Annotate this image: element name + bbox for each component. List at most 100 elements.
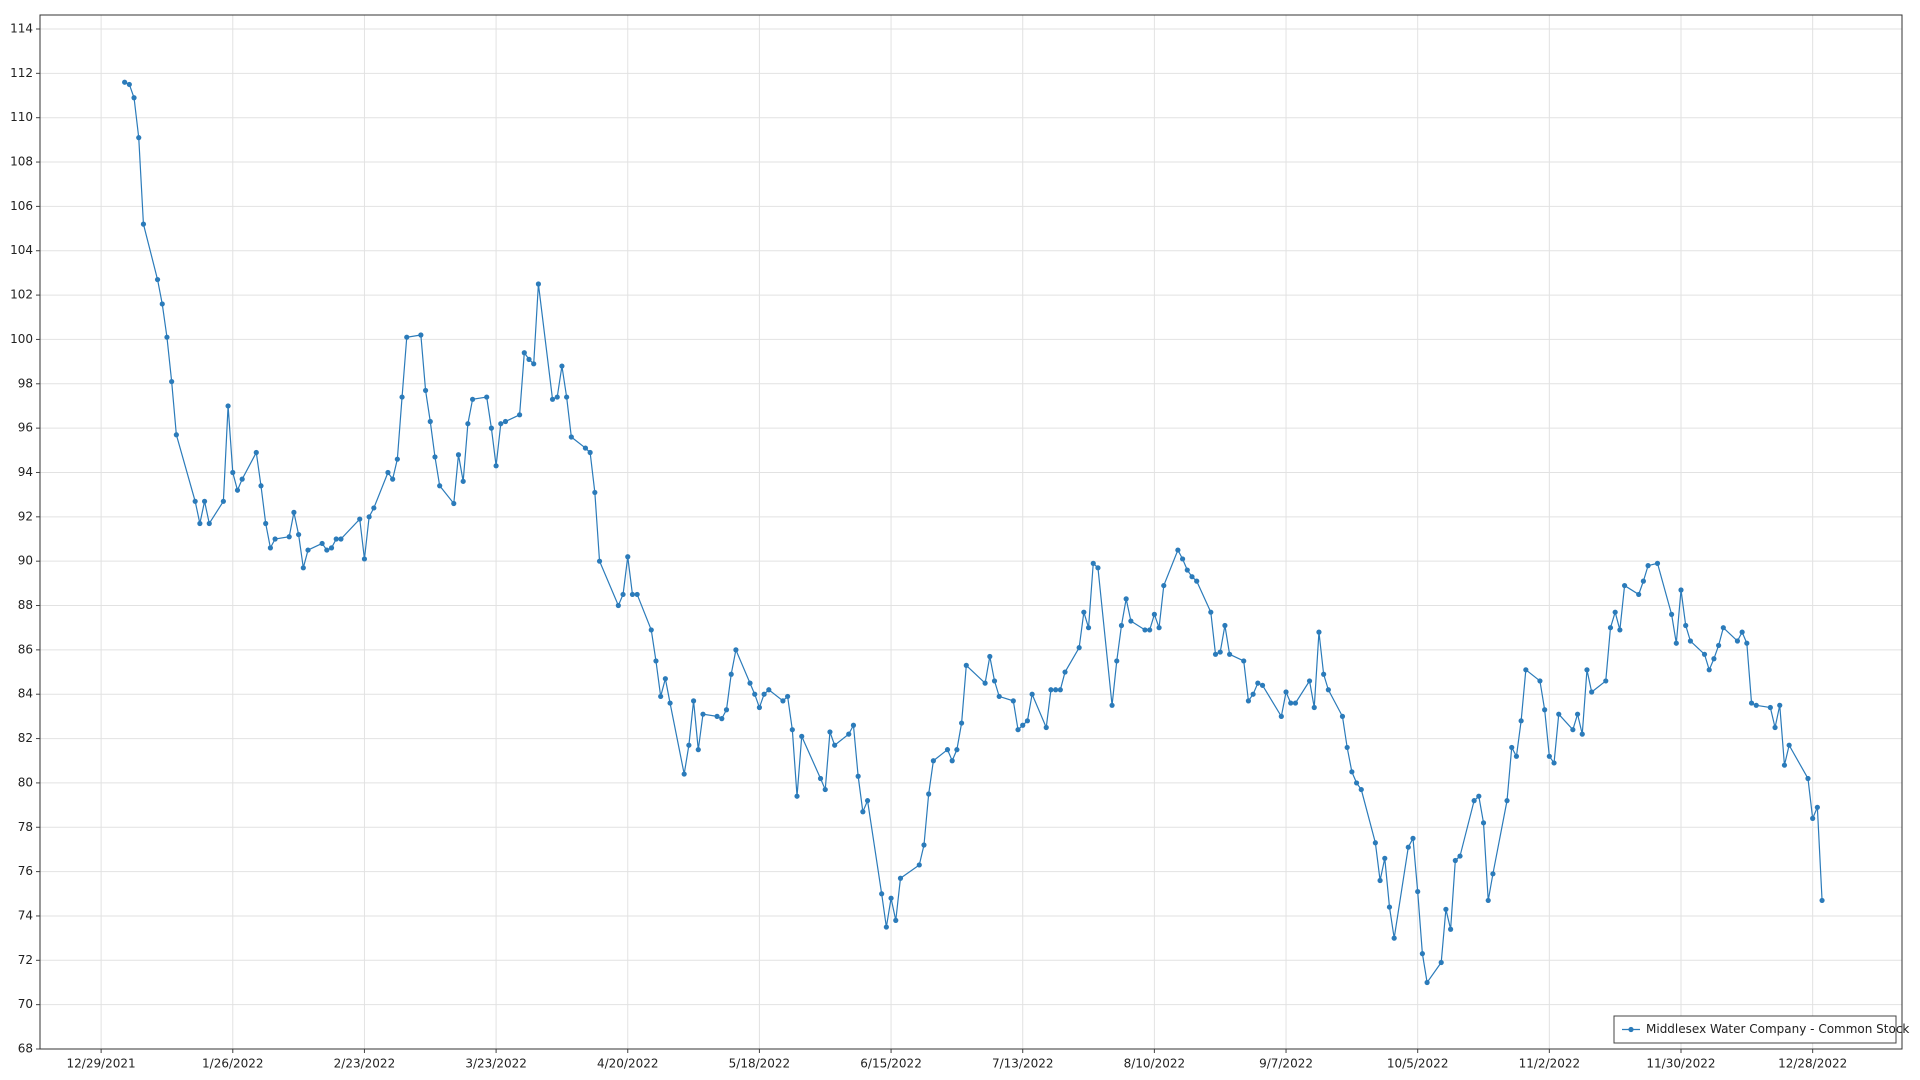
data-point xyxy=(1142,627,1148,633)
data-point xyxy=(1372,840,1378,846)
data-point xyxy=(1405,844,1411,850)
data-point xyxy=(1424,979,1430,986)
data-point xyxy=(455,452,462,458)
data-point xyxy=(136,135,142,141)
data-point xyxy=(460,478,466,484)
data-point xyxy=(1589,689,1595,695)
data-point xyxy=(1325,687,1331,693)
data-point xyxy=(1250,691,1256,697)
x-tick-label: 11/2/2022 xyxy=(1519,1057,1581,1071)
data-point xyxy=(1781,762,1788,768)
data-point xyxy=(1748,700,1755,706)
data-point xyxy=(996,693,1002,700)
data-point xyxy=(1452,857,1458,864)
y-tick-label: 102 xyxy=(10,288,33,302)
data-point xyxy=(319,540,325,547)
y-tick-label: 112 xyxy=(10,66,33,80)
data-point xyxy=(1184,567,1190,573)
data-point xyxy=(432,454,438,460)
data-point xyxy=(733,647,739,653)
data-point xyxy=(1015,727,1021,733)
data-point xyxy=(1311,704,1317,711)
data-point xyxy=(1358,786,1364,793)
data-point xyxy=(267,545,273,551)
data-point xyxy=(169,378,175,385)
data-point xyxy=(930,758,936,764)
data-point xyxy=(1010,698,1016,704)
data-point xyxy=(596,558,603,564)
x-tick-label: 11/30/2022 xyxy=(1646,1057,1715,1071)
legend-box xyxy=(1613,1015,1897,1044)
data-point xyxy=(629,591,636,598)
data-point xyxy=(1048,687,1054,693)
data-point xyxy=(1551,760,1557,766)
data-point xyxy=(1542,707,1548,713)
data-point xyxy=(1810,815,1816,821)
data-point xyxy=(1241,658,1247,664)
data-point xyxy=(850,722,857,728)
data-point xyxy=(1603,678,1609,684)
data-point xyxy=(333,536,339,542)
data-point xyxy=(1109,702,1115,708)
data-point xyxy=(958,720,965,726)
data-point xyxy=(799,733,805,739)
x-tick-label: 2/23/2022 xyxy=(334,1057,396,1071)
data-point xyxy=(982,680,988,686)
data-point xyxy=(1085,625,1092,631)
data-point xyxy=(427,418,433,425)
data-point xyxy=(394,456,400,462)
data-point xyxy=(390,476,396,482)
series-line xyxy=(124,81,1823,985)
data-point xyxy=(714,713,720,719)
data-point xyxy=(531,361,537,367)
data-point xyxy=(272,536,278,542)
data-point xyxy=(756,704,763,711)
data-point xyxy=(1255,680,1261,686)
data-point xyxy=(154,276,161,283)
data-point xyxy=(286,534,292,540)
data-point xyxy=(1448,926,1454,932)
data-point xyxy=(1579,731,1585,737)
data-point xyxy=(662,676,668,682)
data-point xyxy=(488,425,494,431)
data-point xyxy=(131,95,137,101)
data-point xyxy=(1053,687,1059,693)
data-point xyxy=(517,412,523,418)
data-point xyxy=(469,396,476,402)
data-point xyxy=(879,891,885,897)
data-point xyxy=(855,773,861,779)
data-point xyxy=(1382,855,1388,861)
legend-marker xyxy=(1628,1026,1634,1033)
data-point xyxy=(1772,724,1778,731)
data-point xyxy=(1805,775,1811,782)
data-point xyxy=(789,727,795,733)
data-point xyxy=(1457,853,1463,859)
y-tick-label: 104 xyxy=(10,243,33,257)
data-point xyxy=(625,554,631,560)
data-point xyxy=(883,924,889,930)
data-point xyxy=(521,350,527,356)
data-point xyxy=(1283,689,1289,695)
data-point xyxy=(1217,649,1223,655)
data-point xyxy=(1814,804,1820,810)
data-point xyxy=(667,700,673,706)
data-point xyxy=(1095,565,1101,571)
data-point xyxy=(1259,682,1266,688)
data-point xyxy=(1194,578,1200,584)
y-tick-label: 68 xyxy=(18,1042,33,1056)
data-point xyxy=(1556,711,1562,717)
data-point xyxy=(1471,798,1477,804)
data-point xyxy=(1020,722,1026,728)
data-point xyxy=(860,809,866,815)
data-point xyxy=(1114,658,1120,664)
data-point xyxy=(451,500,457,507)
data-point xyxy=(1118,622,1125,629)
data-point xyxy=(1292,700,1299,706)
data-point xyxy=(1706,667,1712,673)
data-point xyxy=(296,531,302,538)
data-point xyxy=(1212,651,1219,657)
data-point xyxy=(1278,713,1284,719)
data-point xyxy=(1024,718,1031,724)
x-tick-label: 12/28/2022 xyxy=(1778,1057,1847,1071)
data-point xyxy=(164,334,170,340)
